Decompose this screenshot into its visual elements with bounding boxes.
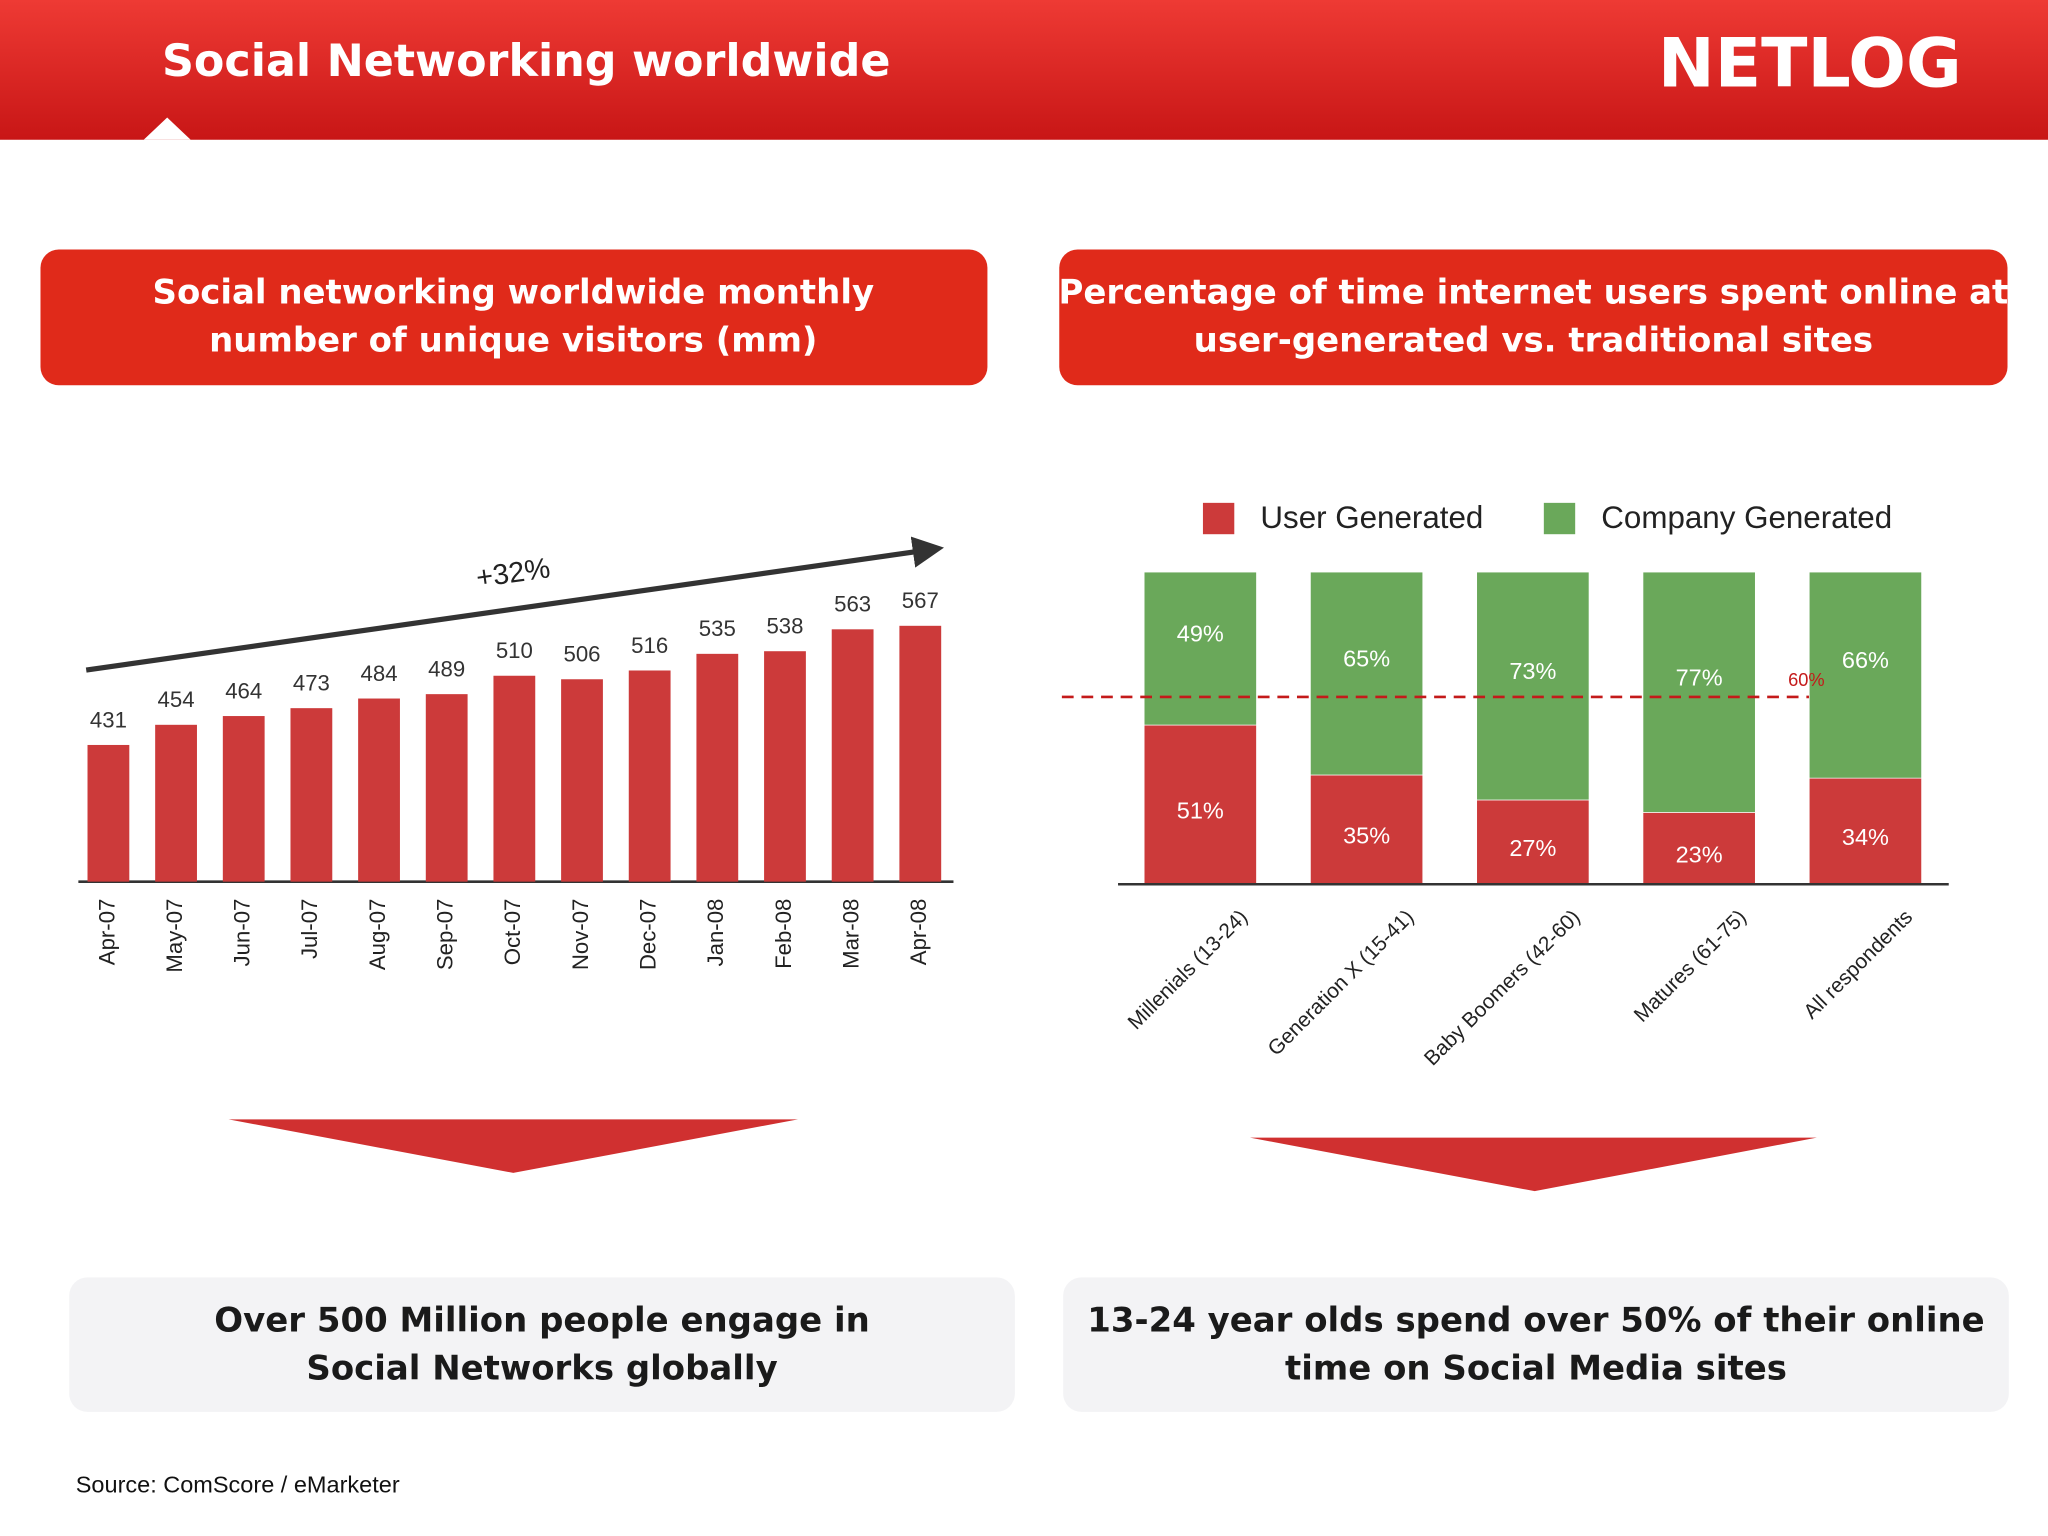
x-tick-label: May-07 [162,899,187,973]
x-tick-label: Feb-08 [771,899,796,969]
data-label: 34% [1842,824,1889,850]
takeaway-text: time on Social Media sites [1285,1349,1787,1389]
bar [425,694,468,882]
x-tick-label: Jan-08 [703,899,728,967]
growth-arrow [85,536,945,673]
takeaway-box [69,1277,1015,1412]
x-tick-label: Millenials (13-24) [1124,905,1253,1034]
data-label: 464 [225,678,262,703]
bar [358,698,400,882]
chart-title: number of unique visitors (mm) [209,321,817,361]
data-label: 510 [496,638,533,663]
x-tick-label: Apr-07 [94,899,119,966]
x-tick-label: Jun-07 [230,899,255,967]
bar [899,625,942,882]
data-label: 567 [902,588,939,613]
data-label: 538 [766,614,803,639]
data-label: 506 [563,642,600,667]
x-tick-label: All respondents [1799,905,1917,1023]
data-label: 473 [293,671,330,696]
data-label: 51% [1177,798,1224,824]
bar-segment [1808,777,1922,885]
x-tick-label: Dec-07 [636,899,661,971]
data-label: 516 [631,633,668,658]
data-label: 65% [1343,646,1390,672]
bar [831,629,874,882]
x-tick-label: Baby Boomers (42-60) [1420,905,1585,1070]
data-label: 23% [1676,841,1723,867]
panel-title-box [1059,249,2008,386]
data-label: 535 [699,616,736,641]
takeaway-text: 13-24 year olds spend over 50% of their … [1087,1300,1984,1340]
bar-segment [1143,571,1257,726]
bar [222,716,265,882]
takeaway-box [1063,1277,2009,1412]
bar-segment [1476,799,1590,885]
header-band [0,0,2048,140]
bar-segment [1143,724,1257,885]
bar [493,675,536,882]
data-label: 454 [158,687,195,712]
chart-title: user-generated vs. traditional sites [1194,321,1873,361]
data-label: 563 [834,592,871,617]
chart-title: Percentage of time internet users spent … [1058,272,2008,312]
legend-swatch [1202,502,1235,535]
x-tick-label: Aug-07 [365,899,390,971]
legend-swatch [1543,502,1576,535]
data-label: 27% [1509,835,1556,861]
bar-segment [1310,774,1424,885]
data-label: 489 [428,656,465,681]
bar [696,653,739,882]
bar [87,744,130,882]
data-label: 484 [361,661,398,686]
panel-title-box [40,249,988,386]
x-tick-label: Nov-07 [568,899,593,971]
x-tick-label: Jul-07 [297,899,322,959]
legend-label: User Generated [1260,500,1483,535]
bar-segment [1642,571,1756,813]
bar [561,679,603,882]
x-tick-label: Apr-08 [906,899,931,966]
data-label: 35% [1343,823,1390,849]
bar [628,670,671,882]
down-chevron [228,1119,799,1173]
x-tick-label: Oct-07 [500,899,525,966]
bar [764,651,806,882]
bar-segment [1476,571,1590,801]
reference-label: 60% [1788,669,1825,690]
legend-label: Company Generated [1601,500,1892,535]
x-tick-label: Sep-07 [433,899,458,971]
x-tick-label: Matures (61-75) [1630,905,1751,1026]
x-tick-label: Mar-08 [838,899,863,969]
data-label: 431 [90,707,127,732]
takeaway-text: Over 500 Million people engage in [214,1300,869,1340]
data-label: 73% [1509,658,1556,684]
header-title: Social Networking worldwide [162,36,891,87]
bar-segment [1808,571,1922,779]
header-notch [143,117,191,140]
data-label: 49% [1177,621,1224,647]
source: Source: ComScore / eMarketer [76,1472,400,1498]
logo: NETLOG [1658,24,1962,103]
bar-segment [1310,571,1424,776]
chart-title: Social networking worldwide monthly [153,272,875,312]
down-chevron [1249,1137,1817,1192]
data-label: 77% [1676,664,1723,690]
growth-annotation: +32% [474,552,552,594]
data-label: 66% [1842,647,1889,673]
takeaway-text: Social Networks globally [306,1349,777,1389]
bar [155,724,197,882]
bar [290,708,333,882]
x-tick-label: Generation X (15-41) [1264,905,1419,1060]
